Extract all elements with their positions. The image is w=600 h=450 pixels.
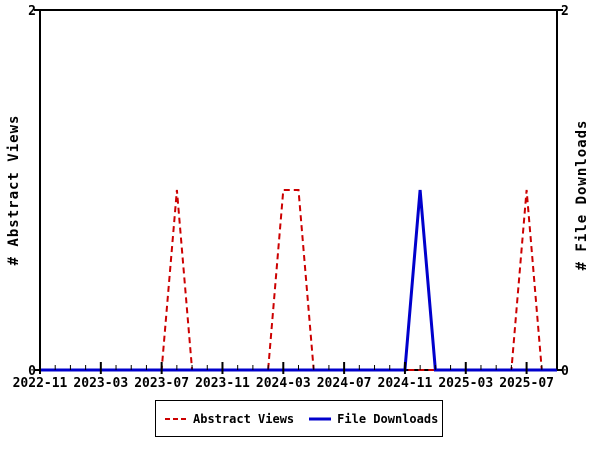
y-right-bottom-tick-label: 0 — [561, 364, 569, 379]
x-axis-ticks — [39, 362, 558, 374]
y-right-top-tick-label: 2 — [561, 4, 569, 19]
x-tick-label: 2024-07 — [317, 376, 372, 391]
y-left-top-tick-label: 2 — [28, 4, 36, 19]
x-axis-tick-labels: 2022-11 2023-03 2023-07 2023-11 2024-03 2024-… — [13, 376, 554, 391]
file-downloads-line — [40, 189, 557, 372]
y-axis-ticks — [34, 9, 563, 371]
abstract-views-legend-label: Abstract Views — [193, 411, 295, 426]
legend-box: Abstract Views File Downloads — [155, 400, 443, 437]
x-tick-label: 2025-07 — [499, 376, 554, 391]
abstract-views-line — [40, 189, 557, 371]
y-left-bottom-tick-label: 0 — [28, 364, 36, 379]
file-downloads-legend-label: File Downloads — [337, 411, 439, 426]
x-tick-label: 2025-03 — [438, 376, 493, 391]
x-tick-label: 2022-11 — [13, 376, 68, 391]
x-tick-label: 2024-03 — [256, 376, 311, 391]
abstract-views-legend-line-icon — [165, 417, 187, 420]
file-downloads-legend-line-icon — [309, 417, 332, 420]
x-tick-label: 2023-11 — [195, 376, 250, 391]
right-axis-title: # File Downloads — [574, 120, 590, 271]
x-tick-label: 2023-07 — [134, 376, 189, 391]
x-tick-label: 2023-03 — [73, 376, 128, 391]
x-tick-label: 2024-11 — [378, 376, 433, 391]
left-axis-title: # Abstract Views — [6, 115, 22, 266]
